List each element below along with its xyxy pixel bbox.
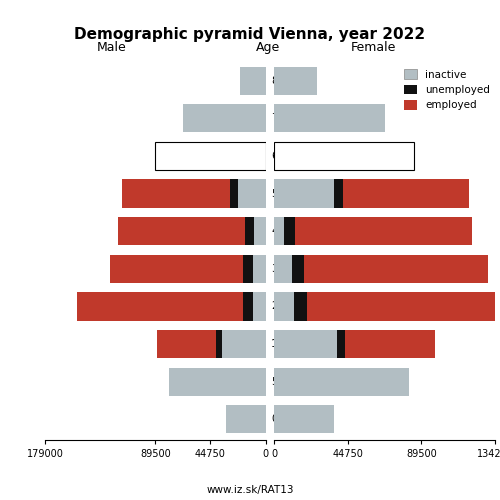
Bar [274,66,317,95]
Bar [222,330,266,358]
Text: Male: Male [96,42,126,54]
Bar [274,330,337,358]
Bar [254,217,266,246]
Bar [292,254,304,283]
Bar [304,254,488,283]
Bar [284,217,295,246]
Bar [274,104,384,132]
Bar [157,330,216,358]
Legend: inactive, unemployed, employed: inactive, unemployed, employed [400,65,494,114]
Text: 45: 45 [271,226,284,236]
Bar [238,180,266,208]
Text: Age: Age [256,42,280,54]
Bar [230,180,238,208]
Bar [246,217,254,246]
Bar [244,292,254,320]
Bar [294,292,308,320]
Text: Female: Female [351,42,397,54]
Text: www.iz.sk/RAT13: www.iz.sk/RAT13 [206,485,294,495]
Bar [254,292,266,320]
Bar [337,330,345,358]
Bar [122,180,230,208]
Bar [170,368,266,396]
Bar [274,180,334,208]
Text: Demographic pyramid Vienna, year 2022: Demographic pyramid Vienna, year 2022 [74,28,426,42]
Text: 25: 25 [271,302,284,312]
Bar [183,104,266,132]
Bar [274,217,284,246]
Bar [345,330,436,358]
Bar [77,292,243,320]
Text: 75: 75 [271,114,284,124]
Bar [274,368,409,396]
Bar [274,254,292,283]
Bar [226,405,266,434]
Bar [295,217,472,246]
Bar [334,180,342,208]
Bar [342,180,469,208]
Bar [154,142,266,170]
Bar [254,254,266,283]
Bar [308,292,500,320]
Bar [118,217,246,246]
Text: 15: 15 [271,339,284,349]
Text: 65: 65 [271,151,284,161]
Text: 0: 0 [271,414,278,424]
Text: 85: 85 [271,76,284,86]
Bar [274,292,294,320]
Text: 5: 5 [271,376,278,386]
Bar [216,330,222,358]
Bar [240,66,266,95]
Text: 55: 55 [271,188,284,198]
Bar [274,142,414,170]
Text: 35: 35 [271,264,284,274]
Bar [110,254,244,283]
Bar [244,254,254,283]
Bar [274,405,334,434]
